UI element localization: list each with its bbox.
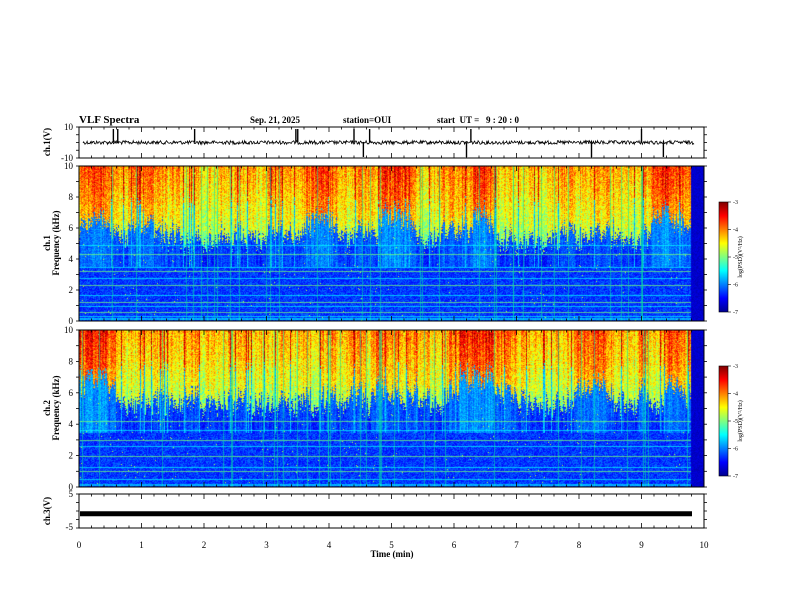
ch1-colorbar-label: log(PSD)(V²/Hz) [737, 236, 744, 277]
ch1-colorbar-ticks: -3 -4 -5 -6 -7 [728, 200, 738, 316]
ch2-colorbar-label: log(PSD)(V²/Hz) [737, 400, 744, 441]
ch2-spectrogram-ytick-labels: 0 2 4 6 8 10 [64, 325, 74, 492]
colorbar-tick-label: -7 [733, 310, 738, 316]
ch2-spectrogram-ylabel-freq: Frequency (kHz) [51, 375, 61, 440]
spectrogram-ytick-label: 0 [69, 316, 74, 326]
ch1-ytick-bottom: -10 [61, 153, 73, 163]
ch1-colorbar-gradient [718, 201, 729, 313]
ch1-spectrogram-image [79, 166, 704, 321]
spectrogram-ytick-label: 8 [69, 356, 74, 366]
spectrogram-ytick-label: 6 [69, 388, 74, 398]
colorbar-tick-label: -3 [733, 364, 738, 370]
ch1-waveform-ylabel: ch.1(V) [42, 128, 52, 156]
axis-ticks [76, 126, 707, 529]
x-tick-label: 8 [577, 540, 582, 550]
x-axis-label: Time (min) [370, 549, 413, 559]
ch3-waveform-frame [78, 493, 705, 529]
date-label: Sep. 21, 2025 [250, 115, 301, 125]
ch2-colorbar-gradient [718, 365, 729, 477]
spectrogram-ytick-label: 2 [69, 285, 74, 295]
ch1-waveform-panel [78, 126, 705, 159]
x-tick-label: 3 [264, 540, 269, 550]
spectrogram-ytick-label: 8 [69, 192, 74, 202]
x-tick-label: 7 [514, 540, 519, 550]
colorbar-tick-label: -4 [733, 392, 738, 398]
x-tick-label: 2 [202, 540, 207, 550]
spectrogram-ytick-label: 2 [69, 451, 74, 461]
spectrogram-ytick-label: 4 [69, 254, 74, 264]
colorbar-tick-label: -7 [733, 474, 738, 480]
spectrogram-ytick-label: 0 [69, 482, 74, 492]
ch2-spectrogram-ylabel: ch.2 [42, 400, 52, 416]
ch2-colorbar: -3 -4 -5 -6 -7 log(PSD)(V²/Hz) [718, 364, 744, 480]
ch3-waveform-panel [78, 493, 705, 529]
ch2-spectrogram-image [79, 330, 704, 487]
ch2-colorbar-ticks: -3 -4 -5 -6 -7 [728, 364, 738, 480]
colorbar-tick-label: -6 [733, 447, 738, 453]
x-tick-label: 0 [77, 540, 82, 550]
x-tick-label: 9 [639, 540, 644, 550]
figure-title: VLF Spectra [79, 114, 140, 126]
spectrogram-ytick-label: 10 [64, 161, 74, 171]
spectrogram-ytick-label: 4 [69, 419, 74, 429]
x-tick-label: 4 [327, 540, 332, 550]
colorbar-tick-label: -4 [733, 228, 738, 234]
ch3-ytick-top: 5 [69, 489, 74, 499]
x-tick-label: 6 [452, 540, 457, 550]
ch1-colorbar: -3 -4 -5 -6 -7 log(PSD)(V²/Hz) [718, 200, 744, 316]
ch2-spectrogram-panel [78, 329, 705, 488]
colorbar-tick-label: -5 [733, 255, 738, 261]
colorbar-tick-label: -3 [733, 200, 738, 206]
ch3-ytick-bottom: -5 [66, 522, 74, 532]
x-tick-label: 5 [389, 540, 394, 550]
ch1-spectrogram-ylabel: ch.1 [42, 235, 52, 251]
spectrogram-ytick-label: 10 [64, 325, 74, 335]
ch3-waveform-ytick-labels: 5 -5 [66, 489, 74, 532]
start-time-label: start UT = 9 : 20 : 0 [437, 115, 519, 125]
ch1-waveform-ytick-labels: 10 -10 [61, 122, 74, 163]
colorbar-tick-label: -5 [733, 419, 738, 425]
x-tick-labels: 0 1 2 3 4 5 6 7 8 9 10 [77, 540, 709, 550]
x-tick-label: 10 [700, 540, 710, 550]
spectrogram-ytick-label: 6 [69, 223, 74, 233]
ch1-ytick-top: 10 [64, 122, 74, 132]
ch1-spectrogram-ytick-labels: 0 2 4 6 8 10 [64, 161, 74, 326]
ch3-waveform-ylabel: ch.3(V) [42, 497, 52, 525]
colorbar-tick-label: -6 [733, 283, 738, 289]
ch1-spikes [112, 129, 665, 157]
ch1-spectrogram-ylabel-freq: Frequency (kHz) [51, 210, 61, 275]
station-label: station=OUI [343, 115, 392, 125]
ch1-spectrogram-panel [78, 165, 705, 322]
x-tick-label: 1 [139, 540, 144, 550]
